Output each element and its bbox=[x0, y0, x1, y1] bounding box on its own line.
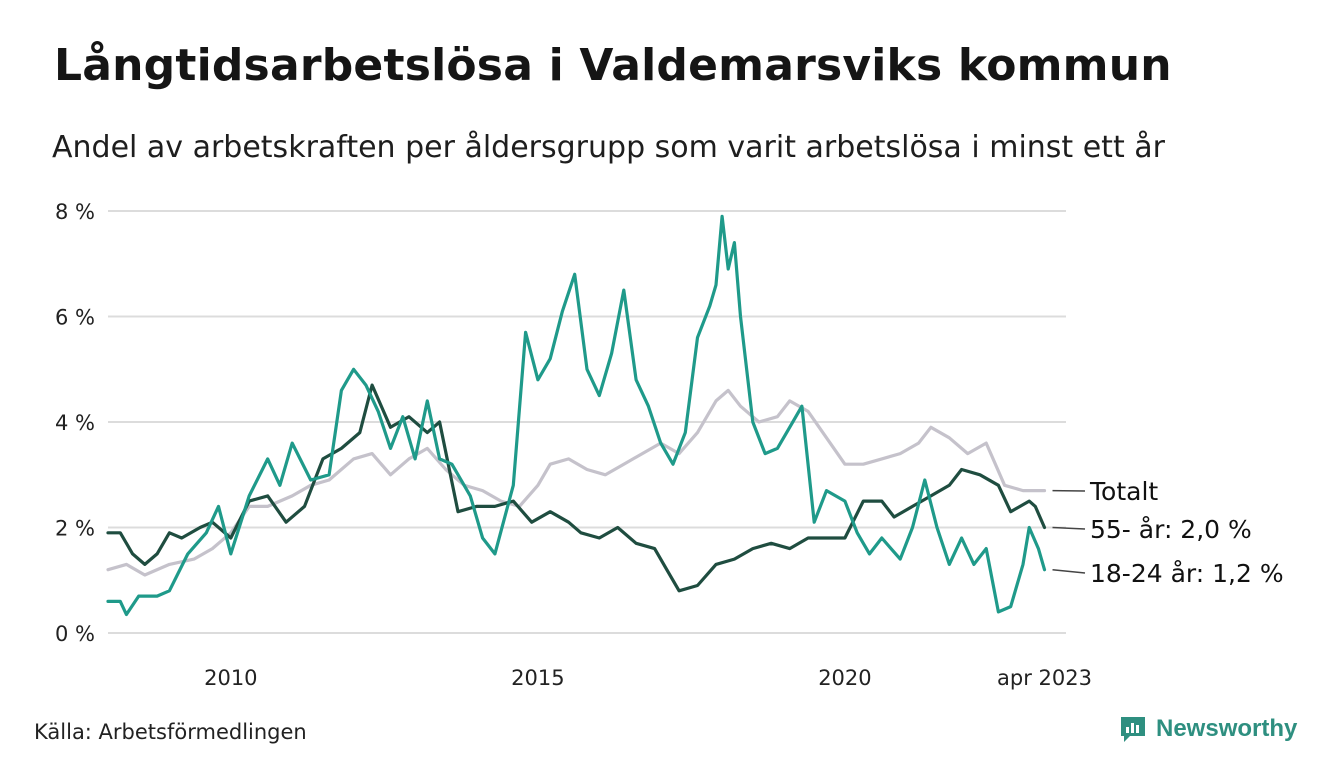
end-label-totalt: Totalt bbox=[1089, 477, 1158, 506]
y-tick-label: 6 % bbox=[55, 306, 95, 330]
series-line-totalt bbox=[106, 388, 1047, 577]
x-tick-label: 2015 bbox=[511, 666, 564, 690]
end-labels: Totalt 55- år: 2,0 % 18-24 år: 1,2 % bbox=[1052, 477, 1284, 588]
x-tick-label: 2010 bbox=[204, 666, 257, 690]
end-label-55: 55- år: 2,0 % bbox=[1090, 515, 1252, 544]
y-tick-label: 2 % bbox=[55, 517, 95, 541]
page-subtitle: Andel av arbetskraften per åldersgrupp s… bbox=[52, 130, 1165, 165]
end-label-leader bbox=[1052, 568, 1086, 574]
brand-logo[interactable]: Newsworthy bbox=[1118, 714, 1297, 744]
y-tick-label: 8 % bbox=[55, 200, 95, 224]
series-line-18-24 bbox=[106, 214, 1047, 617]
y-tick-label: 0 % bbox=[55, 622, 95, 646]
grid-lines bbox=[108, 210, 1066, 634]
end-label-leader bbox=[1052, 526, 1086, 530]
x-tick-label: apr 2023 bbox=[997, 666, 1092, 690]
y-tick-label: 4 % bbox=[55, 411, 95, 435]
page-title: Långtidsarbetslösa i Valdemarsviks kommu… bbox=[54, 40, 1172, 91]
source-note: Källa: Arbetsförmedlingen bbox=[34, 720, 307, 744]
end-label-18-24: 18-24 år: 1,2 % bbox=[1090, 559, 1284, 588]
y-axis-labels: 0 % 2 % 4 % 6 % 8 % bbox=[55, 200, 95, 646]
x-axis-labels: 2010 2015 2020 apr 2023 bbox=[204, 666, 1092, 690]
x-tick-label: 2020 bbox=[818, 666, 871, 690]
brand-name: Newsworthy bbox=[1156, 715, 1298, 742]
newsworthy-logo-icon bbox=[1121, 717, 1145, 742]
series-line-55 bbox=[106, 383, 1047, 593]
series-lines bbox=[106, 214, 1047, 617]
